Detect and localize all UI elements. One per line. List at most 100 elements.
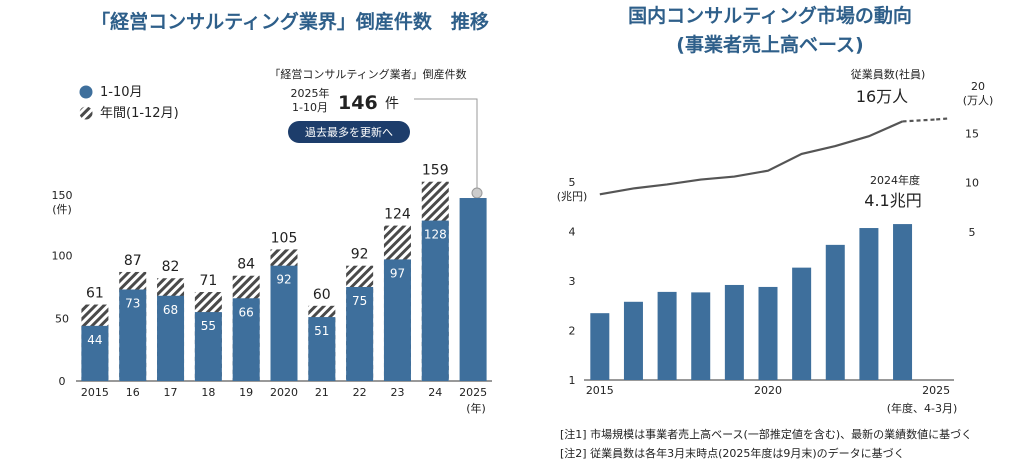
left-chart-title: 「経営コンサルティング業界」倒産件数 推移 (91, 10, 489, 33)
market-value-label: 4.1兆円 (864, 191, 921, 210)
left-x-tick-16: 16 (126, 386, 140, 399)
employees-line-forecast-tail (936, 117, 949, 121)
left-y-top-label: 150 (52, 189, 73, 202)
bar-market-2017 (657, 291, 677, 380)
label-jan-oct-2020: 92 (276, 273, 291, 287)
bar-market-2018 (691, 292, 711, 380)
right-y-tick-label: 3 (569, 275, 576, 288)
label-annual-21: 60 (313, 287, 331, 303)
bar-jan-oct-23 (383, 259, 411, 381)
annotation-value: 146 (338, 92, 378, 114)
bar-market-2022 (825, 244, 845, 380)
annotation-leader-line (414, 98, 478, 188)
employees-value: 16万人 (856, 87, 908, 106)
left-x-unit: (年) (466, 401, 486, 415)
bar-jan-oct-18 (194, 312, 222, 381)
bar-jan-oct-2025 (459, 198, 487, 381)
employees-label: 従業員数(社員) (851, 67, 926, 81)
label-jan-oct-23: 97 (390, 266, 405, 280)
right-plot-area: 1 2 3 4 5 10 15 2015 2020 2025 (569, 117, 979, 397)
left-x-tick-2020: 2020 (270, 386, 298, 399)
bar-jan-oct-22 (346, 287, 374, 381)
note-2: [注2] 従業員数は各年3月末時点(2025年度は9月末)のデータに基づく (560, 446, 905, 460)
right-x-unit: (年度、4-3月) (887, 401, 958, 415)
label-annual-24: 159 (422, 163, 449, 179)
bar-jan-oct-16 (119, 289, 147, 381)
left-x-tick-23: 23 (390, 386, 404, 399)
left-y-unit: (件) (52, 203, 72, 216)
label-jan-oct-18: 55 (201, 319, 216, 333)
left-y-tick-label: 0 (59, 375, 66, 388)
right-y-unit: (兆円) (557, 190, 588, 203)
left-x-tick-21: 21 (315, 386, 329, 399)
right-chart-title-line2: (事業者売上高ベース) (676, 33, 863, 56)
annotation-badge-text: 過去最多を更新へ (305, 125, 393, 139)
label-annual-17: 82 (162, 259, 180, 275)
bar-jan-oct-2015 (81, 325, 109, 381)
annotation-months: 1-10月 (292, 101, 328, 114)
bar-jan-oct-17 (157, 295, 185, 381)
label-jan-oct-24: 128 (424, 228, 447, 242)
right-chart-title-line1: 国内コンサルティング市場の動向 (628, 4, 912, 27)
left-plot-area: 0 50 100 61 44 2015 87 73 16 82 68 17 71 55 18 84 66 19 10… (52, 163, 492, 399)
bar-jan-oct-24 (421, 220, 449, 381)
bar-market-2023 (859, 228, 879, 380)
employees-line (599, 120, 903, 196)
bar-market-2016 (623, 301, 643, 380)
label-jan-oct-21: 51 (314, 324, 329, 338)
label-annual-18: 71 (199, 273, 217, 289)
right-x-tick-2020: 2020 (754, 384, 782, 397)
label-annual-22: 92 (351, 247, 369, 263)
legend-label-annual: 年間(1-12月) (100, 106, 179, 121)
label-jan-oct-16: 73 (125, 297, 140, 311)
label-jan-oct-2015: 44 (87, 333, 102, 347)
left-x-tick-2025: 2025 (459, 386, 487, 399)
legend-label-1-10: 1-10月 (100, 85, 143, 100)
annotation-year: 2025年 (291, 86, 330, 100)
left-x-tick-17: 17 (164, 386, 178, 399)
bar-jan-oct-2020 (270, 265, 298, 381)
left-x-tick-24: 24 (428, 386, 442, 399)
right-y2-tick-label: 15 (965, 127, 979, 140)
label-annual-2020: 105 (271, 230, 298, 246)
right-x-tick-2015: 2015 (586, 384, 614, 397)
left-x-tick-18: 18 (201, 386, 215, 399)
right-y-tick-label: 4 (569, 226, 576, 239)
market-year-label: 2024年度 (870, 173, 920, 187)
right-x-tick-2025: 2025 (922, 384, 950, 397)
note-1: [注1] 市場規模は事業者売上高ベース(一部推定値を含む)、最新の業績数値に基づ… (560, 427, 972, 441)
bar-jan-oct-21 (308, 317, 336, 381)
bar-market-2021 (792, 267, 812, 380)
right-y-top-label: 5 (569, 176, 576, 189)
left-x-tick-19: 19 (239, 386, 253, 399)
bar-market-2020 (758, 286, 778, 380)
right-y2-unit: (万人) (963, 94, 994, 107)
label-annual-23: 124 (384, 207, 411, 223)
left-x-tick-2015: 2015 (81, 386, 109, 399)
annotation-badge (288, 121, 410, 143)
label-annual-19: 84 (237, 257, 255, 273)
label-annual-16: 87 (124, 253, 142, 269)
label-jan-oct-22: 75 (352, 294, 367, 308)
left-x-tick-22: 22 (353, 386, 367, 399)
annotation-unit: 件 (385, 96, 399, 112)
right-y-tick-label: 1 (569, 374, 576, 387)
employees-line-forecast (902, 118, 937, 123)
left-y-tick-label: 100 (52, 250, 73, 263)
label-annual-2015: 61 (86, 286, 104, 302)
right-y-tick-label: 2 (569, 325, 576, 338)
annotation-leader-dot (471, 187, 483, 199)
label-jan-oct-19: 66 (239, 305, 254, 319)
bar-market-2024 (893, 224, 913, 380)
annotation-heading: 「経営コンサルティング業者」倒産件数 (269, 67, 466, 81)
bar-market-2015 (590, 313, 610, 380)
right-y2-tick-label: 5 (969, 226, 976, 239)
right-y2-tick-label: 10 (965, 177, 979, 190)
legend-swatch-1-10 (79, 85, 93, 99)
bar-market-2019 (724, 284, 744, 380)
label-jan-oct-17: 68 (163, 303, 178, 317)
bar-jan-oct-19 (232, 298, 260, 381)
right-y2-top-label: 20 (971, 80, 985, 93)
left-y-tick-label: 50 (55, 312, 69, 325)
